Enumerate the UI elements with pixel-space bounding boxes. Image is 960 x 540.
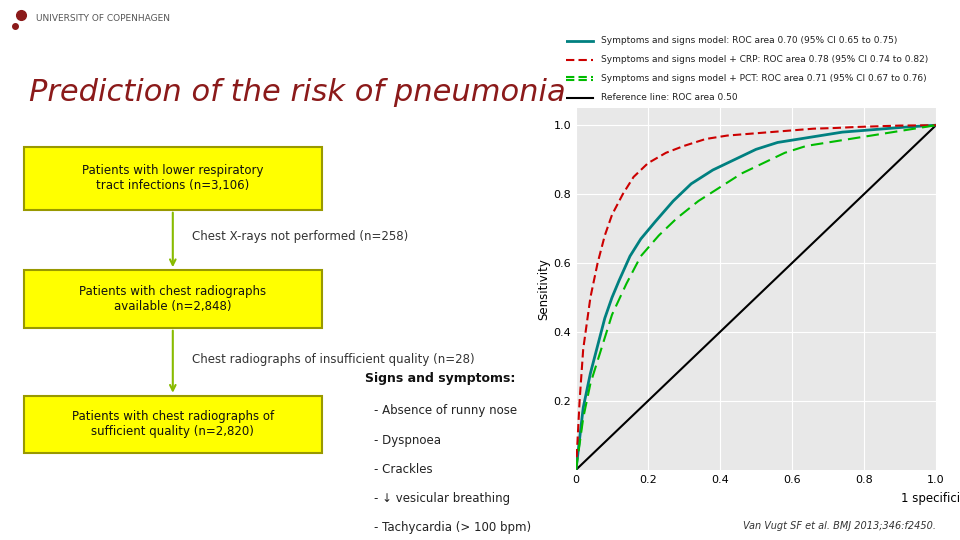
- Text: Van Vugt SF et al. BMJ 2013;346:f2450.: Van Vugt SF et al. BMJ 2013;346:f2450.: [743, 521, 936, 531]
- Text: - Tachycardia (> 100 bpm): - Tachycardia (> 100 bpm): [374, 521, 532, 534]
- Text: Chest radiographs of insufficient quality (n=28): Chest radiographs of insufficient qualit…: [192, 353, 474, 366]
- Text: UNIVERSITY OF COPENHAGEN: UNIVERSITY OF COPENHAGEN: [36, 14, 171, 23]
- Text: - Absence of runny nose: - Absence of runny nose: [374, 404, 517, 417]
- X-axis label: 1 specificity: 1 specificity: [900, 491, 960, 504]
- Text: Reference line: ROC area 0.50: Reference line: ROC area 0.50: [601, 93, 737, 102]
- Text: Symptoms and signs model + PCT: ROC area 0.71 (95% CI 0.67 to 0.76): Symptoms and signs model + PCT: ROC area…: [601, 74, 926, 83]
- Text: Symptoms and signs model: ROC area 0.70 (95% CI 0.65 to 0.75): Symptoms and signs model: ROC area 0.70 …: [601, 36, 898, 45]
- Text: Signs and symptoms:: Signs and symptoms:: [365, 372, 516, 385]
- Text: Patients with chest radiographs
available (n=2,848): Patients with chest radiographs availabl…: [80, 285, 266, 313]
- Text: - ↓ vesicular breathing: - ↓ vesicular breathing: [374, 492, 511, 505]
- Text: - Dyspnoea: - Dyspnoea: [374, 434, 442, 447]
- Text: - Crackles: - Crackles: [374, 463, 433, 476]
- Text: Prediction of the risk of pneumonia: Prediction of the risk of pneumonia: [29, 78, 565, 107]
- FancyBboxPatch shape: [24, 147, 322, 210]
- FancyBboxPatch shape: [24, 396, 322, 454]
- Text: Chest X-rays not performed (n=258): Chest X-rays not performed (n=258): [192, 230, 408, 242]
- Text: Patients with lower respiratory
tract infections (n=3,106): Patients with lower respiratory tract in…: [82, 164, 264, 192]
- FancyBboxPatch shape: [24, 270, 322, 328]
- Text: Symptoms and signs model + CRP: ROC area 0.78 (95% CI 0.74 to 0.82): Symptoms and signs model + CRP: ROC area…: [601, 55, 928, 64]
- Y-axis label: Sensitivity: Sensitivity: [538, 258, 551, 320]
- Text: Patients with chest radiographs of
sufficient quality (n=2,820): Patients with chest radiographs of suffi…: [72, 410, 274, 438]
